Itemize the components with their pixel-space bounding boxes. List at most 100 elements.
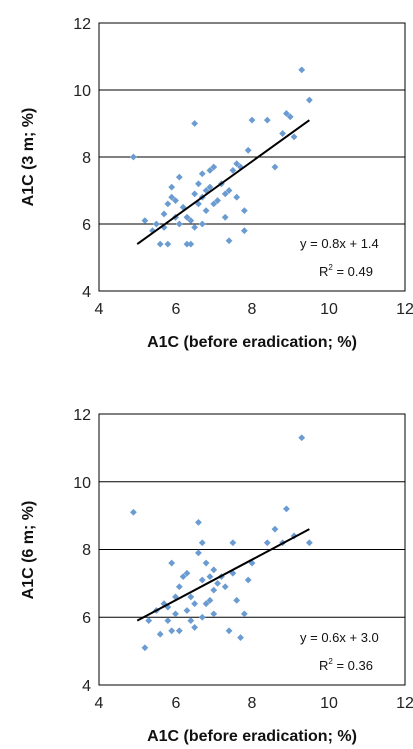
data-point (210, 586, 218, 594)
chart-3-month: 4 6 8 10 12 4 6 8 10 12 y = 0.8x + 1.4 R… (20, 16, 413, 351)
data-point (168, 559, 176, 567)
regression-equation-3m: y = 0.8x + 1.4 (300, 236, 379, 251)
r-squared-value: = 0.36 (333, 658, 373, 673)
x-tick-label: 8 (248, 301, 257, 318)
data-point (187, 617, 195, 625)
data-point (271, 163, 279, 171)
data-point (290, 133, 298, 141)
y-tick-label: 4 (82, 678, 91, 695)
y-tick-label: 10 (73, 83, 91, 100)
data-point (156, 240, 164, 248)
x-tick-label: 6 (172, 695, 181, 712)
data-point (210, 566, 218, 574)
r-squared-prefix: R (319, 658, 328, 673)
data-point (248, 116, 256, 124)
data-point (168, 193, 176, 201)
data-point (233, 596, 241, 604)
data-point (206, 167, 214, 174)
data-point (198, 613, 206, 621)
data-point (237, 163, 244, 171)
data-point (168, 183, 176, 191)
plot-frame-3m (98, 22, 406, 292)
r-squared-prefix: R (319, 264, 328, 279)
data-point (225, 627, 233, 635)
x-axis-title-3m: A1C (before eradication; %) (147, 334, 357, 351)
r-squared-value: = 0.49 (333, 264, 373, 279)
x-tick-label: 6 (172, 301, 181, 318)
r-squared-superscript: 2 (328, 657, 333, 666)
data-point (195, 180, 202, 188)
y-tick-label: 6 (82, 610, 91, 627)
x-axis-title-6m: A1C (before eradication; %) (147, 728, 357, 745)
data-point (145, 617, 153, 625)
data-point (244, 146, 252, 154)
y-axis-title-6m: A1C (6 m; %) (20, 501, 37, 600)
data-point (164, 603, 172, 611)
data-point (130, 153, 137, 161)
y-tick-label: 8 (82, 150, 91, 167)
x-tick-label: 10 (320, 301, 338, 318)
data-point (172, 610, 179, 618)
y-tick-label: 10 (73, 475, 91, 492)
data-point (195, 549, 202, 557)
data-point (160, 223, 168, 231)
data-point (283, 505, 290, 513)
r-squared-superscript: 2 (328, 263, 333, 272)
data-point (175, 627, 183, 635)
data-point (168, 627, 176, 635)
data-point (233, 160, 241, 168)
data-point (263, 116, 271, 124)
data-point (240, 227, 248, 235)
data-point (198, 539, 206, 547)
data-point (191, 190, 199, 198)
data-point (206, 596, 214, 604)
data-point (202, 559, 210, 567)
x-ticks-3m: 4 6 8 10 12 (95, 301, 413, 318)
data-point (183, 213, 191, 221)
data-point (198, 220, 206, 228)
data-point (305, 539, 313, 547)
data-point (225, 237, 233, 245)
x-tick-label: 10 (320, 695, 338, 712)
data-point (183, 240, 191, 248)
x-tick-label: 4 (95, 301, 104, 318)
data-point (164, 617, 172, 625)
y-tick-label: 12 (73, 16, 91, 33)
data-point (229, 167, 237, 174)
data-point (298, 66, 306, 74)
data-point (164, 200, 172, 208)
data-point (175, 583, 183, 591)
data-point (179, 203, 187, 211)
data-point (240, 207, 248, 214)
data-point (175, 220, 183, 228)
data-point (206, 183, 214, 191)
data-point (198, 170, 206, 178)
data-point (183, 607, 191, 614)
data-point (206, 573, 214, 580)
data-point (237, 634, 244, 641)
r-squared-3m: R2 = 0.49 (319, 263, 373, 279)
data-point (240, 610, 248, 618)
data-point (263, 539, 271, 547)
data-point (187, 593, 195, 601)
data-point (221, 583, 229, 591)
x-tick-label: 4 (95, 695, 104, 712)
data-point (183, 569, 191, 577)
x-tick-label: 12 (396, 301, 413, 318)
data-point (233, 193, 241, 201)
x-ticks-6m: 4 6 8 10 12 (95, 695, 413, 712)
data-point (172, 197, 179, 204)
data-point (191, 223, 199, 231)
gridlines-3m (99, 89, 405, 225)
data-point (283, 110, 290, 117)
data-point (187, 240, 195, 248)
trendline-3m (136, 119, 310, 245)
data-point (141, 217, 149, 225)
data-point (221, 213, 229, 221)
trendline-6m (136, 528, 310, 622)
data-point (141, 644, 149, 652)
y-tick-label: 6 (82, 217, 91, 234)
y-tick-label: 12 (73, 407, 91, 424)
data-point (271, 525, 279, 533)
x-tick-label: 8 (248, 695, 257, 712)
